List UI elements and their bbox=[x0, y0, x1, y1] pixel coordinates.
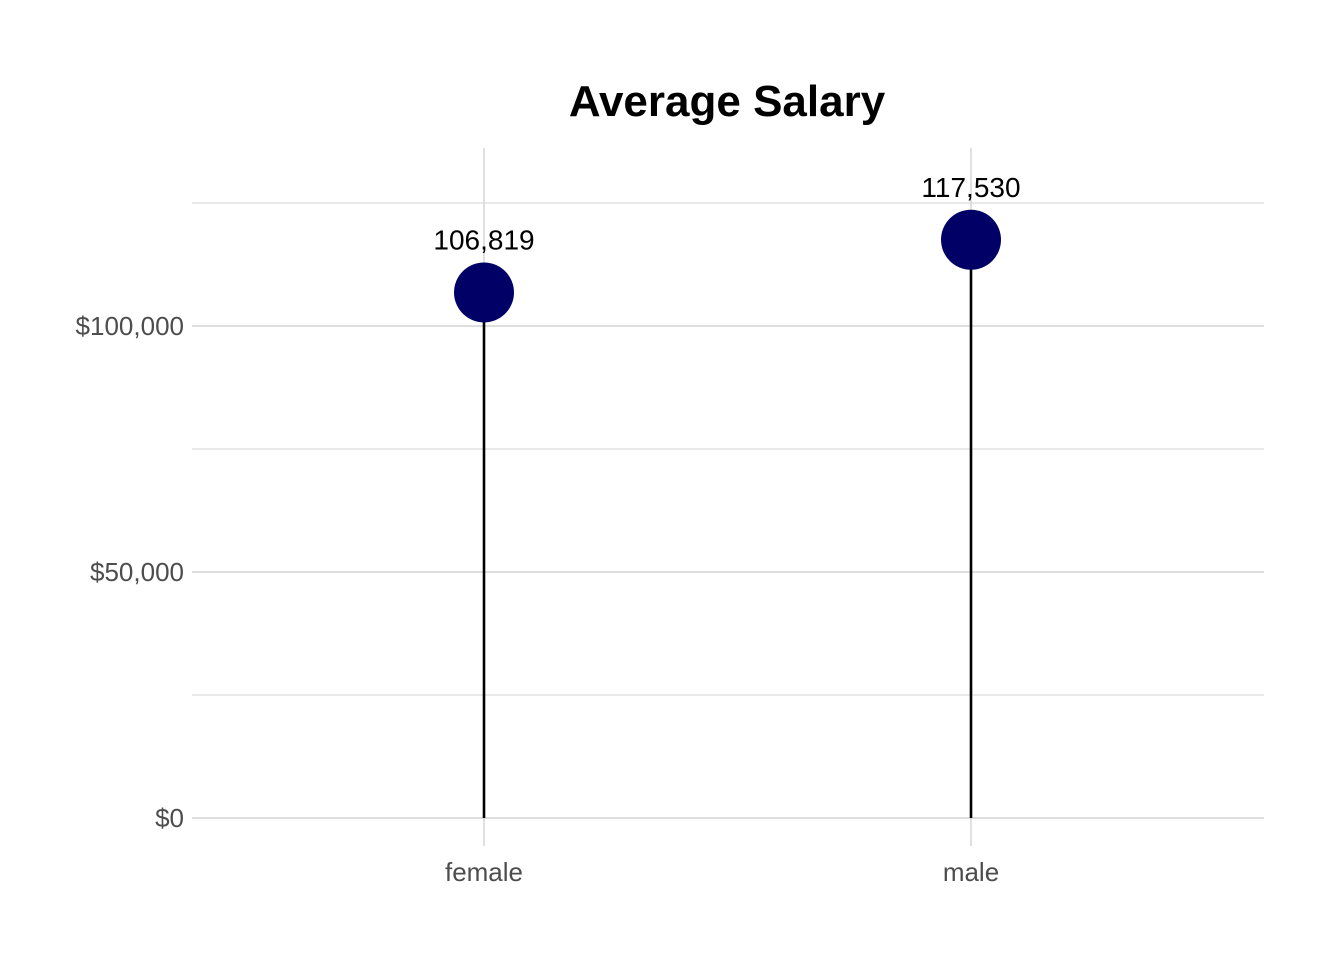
data-label: 117,530 bbox=[921, 172, 1020, 203]
x-tick-label: female bbox=[445, 857, 523, 887]
lollipop-point bbox=[454, 262, 514, 323]
y-tick-label: $100,000 bbox=[76, 311, 184, 341]
lollipop-point bbox=[941, 209, 1001, 270]
y-tick-label: $50,000 bbox=[90, 557, 184, 587]
chart-title: Average Salary bbox=[569, 77, 886, 126]
grid-lines bbox=[192, 148, 1264, 846]
data-marks: 106,819 117,530 bbox=[433, 172, 1021, 818]
data-label: 106,819 bbox=[433, 224, 534, 255]
axis-labels: $0 $50,000 $100,000 female male bbox=[76, 311, 1000, 887]
y-tick-label: $0 bbox=[155, 803, 184, 833]
x-tick-label: male bbox=[943, 857, 999, 887]
